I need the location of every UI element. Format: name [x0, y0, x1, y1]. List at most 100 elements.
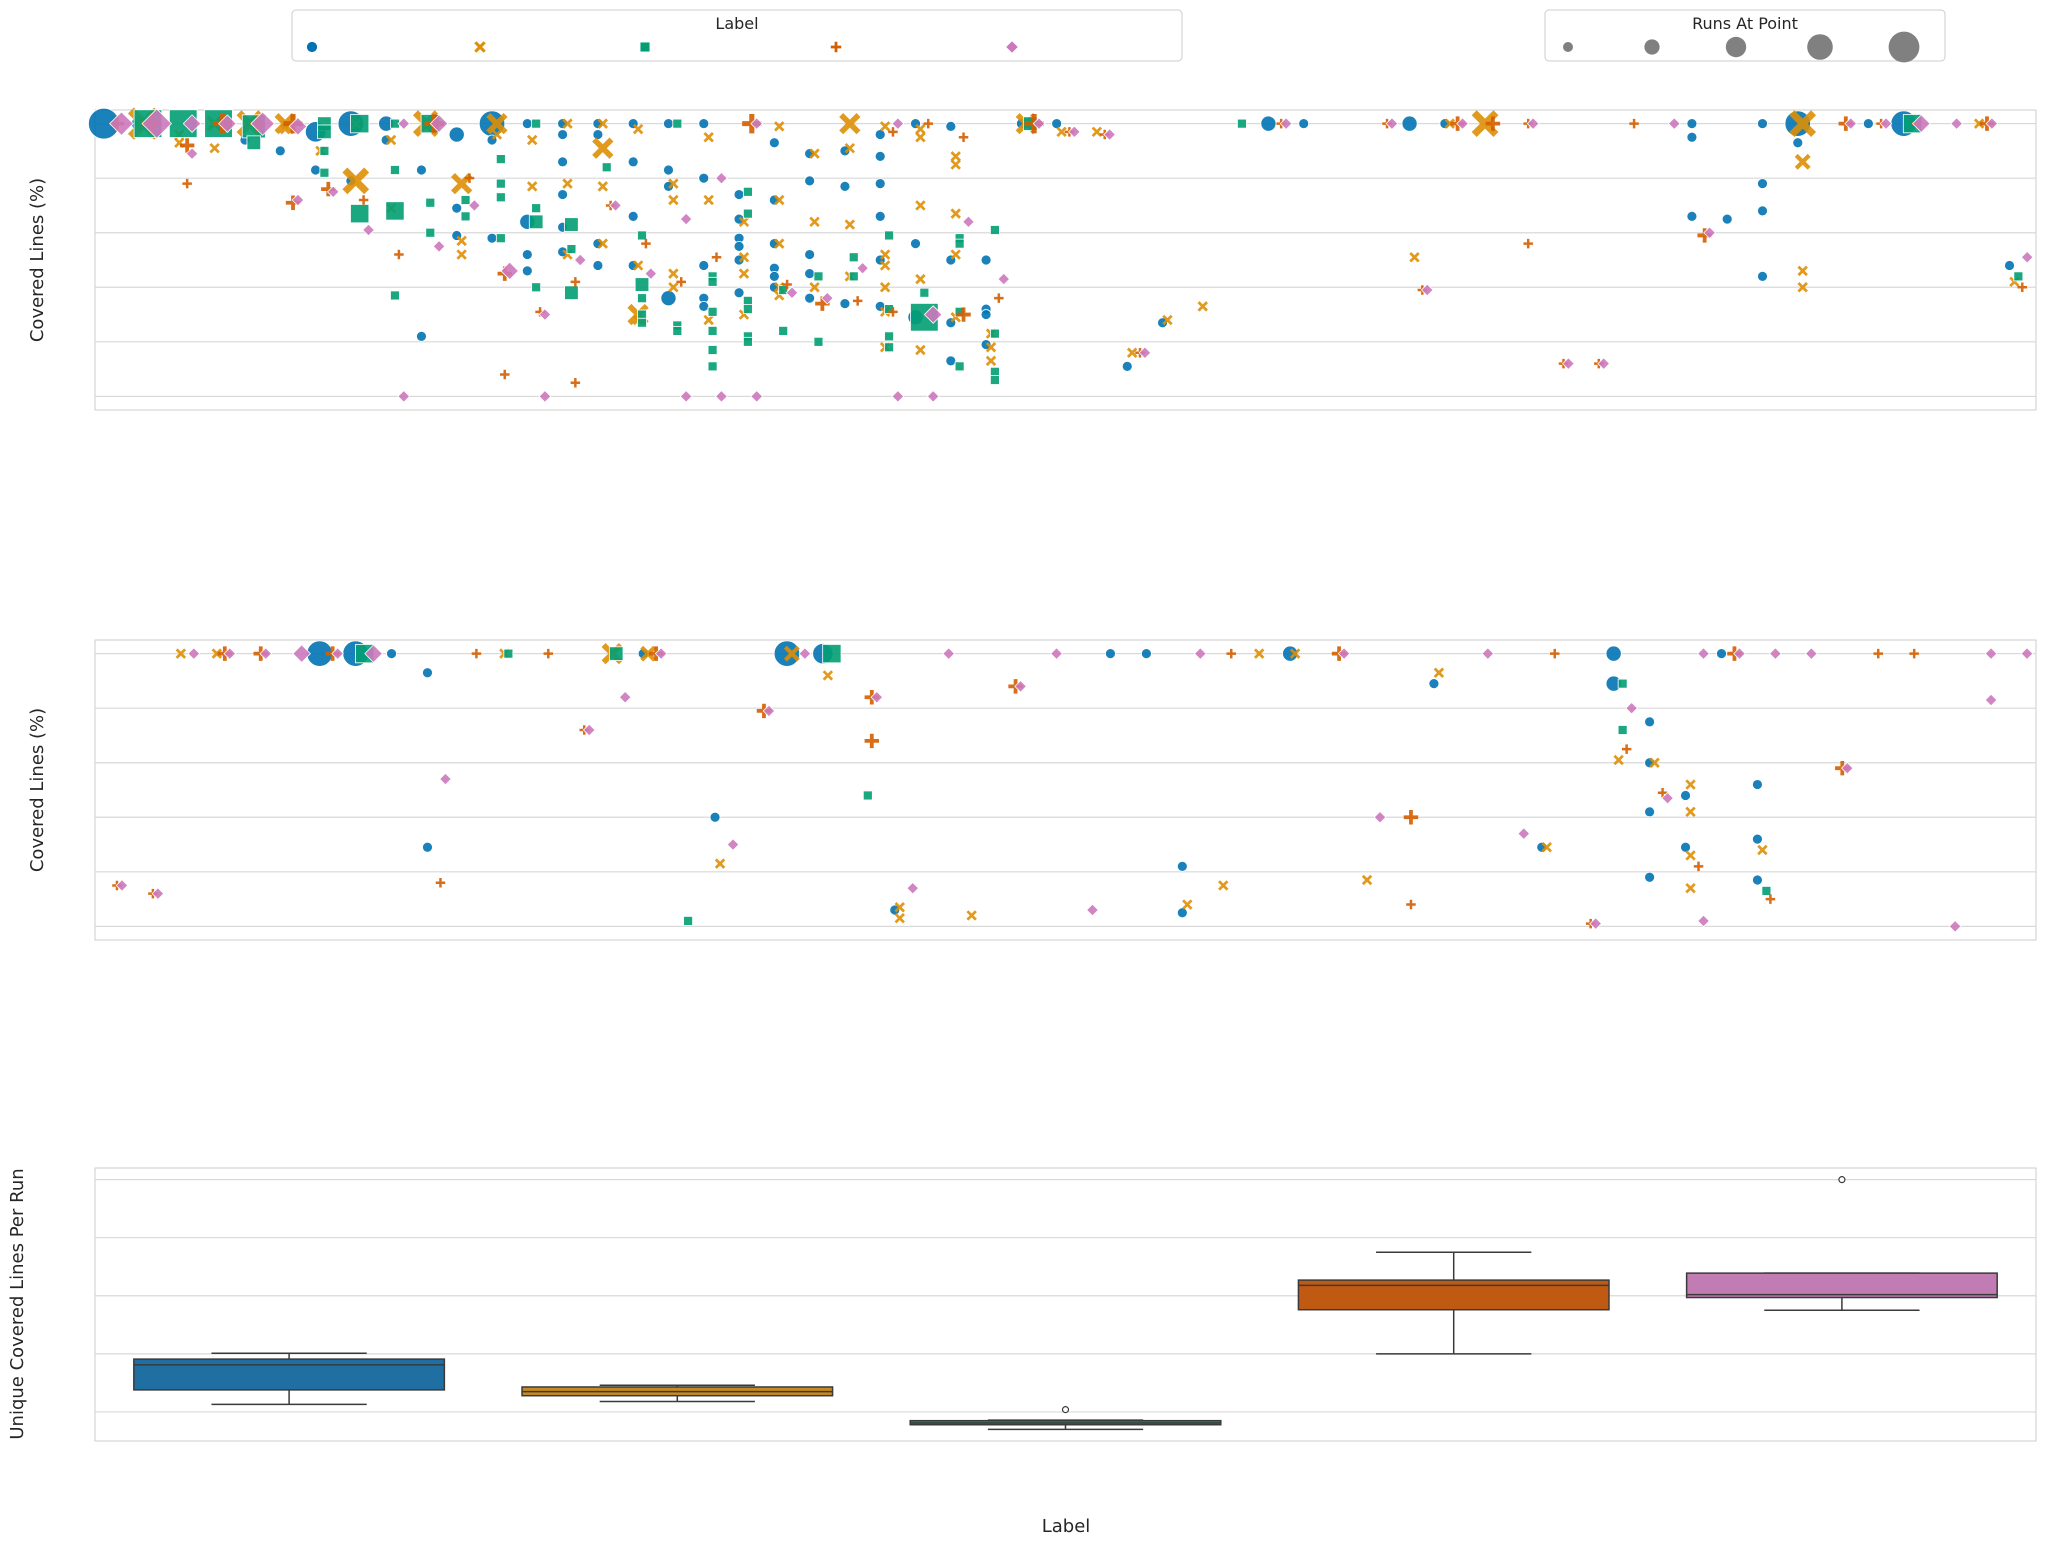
data-point: [500, 369, 510, 380]
data-point: [486, 112, 508, 135]
data-point: [175, 648, 187, 659]
legend-label-item: [474, 41, 486, 53]
data-point: [707, 345, 718, 355]
data-point: [1911, 114, 1931, 133]
data-point: [562, 118, 573, 129]
data-point: [1693, 861, 1704, 872]
panel-middle-frame: [94, 639, 2037, 941]
data-point: [1197, 301, 1208, 312]
data-point: [557, 156, 569, 168]
data-point: [915, 344, 926, 356]
data-point: [1644, 871, 1655, 883]
data-point: [115, 879, 129, 892]
box-gpt5.4-medium: [909, 1406, 1222, 1431]
data-point: [1950, 117, 1963, 130]
data-point: [1051, 118, 1063, 130]
data-point: [1032, 117, 1046, 130]
data-point: [663, 164, 674, 176]
data-point: [557, 129, 569, 140]
data-point: [915, 123, 926, 135]
data-point: [618, 690, 632, 704]
data-point: [698, 172, 710, 184]
data-point: [637, 293, 647, 304]
data-point: [919, 287, 930, 298]
panel-middle-y-label: Covered Lines (%): [27, 708, 48, 872]
data-point: [654, 647, 668, 660]
data-point: [1420, 283, 1434, 297]
data-point: [185, 147, 199, 160]
data-point: [891, 390, 905, 403]
data-point: [2017, 282, 2028, 293]
data-point: [1444, 118, 1456, 129]
data-point: [870, 690, 884, 704]
data-point: [1757, 844, 1768, 856]
legend-runs: Runs At Point: [1544, 9, 1946, 63]
data-point: [980, 254, 992, 266]
legend-runs-item: [1644, 39, 1660, 55]
data-point: [1629, 118, 1639, 129]
data-point: [1298, 118, 1310, 130]
data-point: [915, 273, 926, 285]
data-point: [1789, 110, 1817, 138]
data-point: [668, 178, 679, 189]
legend-label-marker: [306, 41, 318, 53]
data-point: [386, 648, 397, 660]
data-point: [804, 268, 816, 280]
data-point: [1862, 118, 1874, 130]
data-point: [742, 336, 753, 347]
data-point: [385, 134, 397, 146]
legend-runs-item: [1563, 42, 1573, 52]
legend-label-frame: [291, 9, 1183, 62]
legend-runs-item: [1807, 34, 1833, 60]
data-point: [592, 129, 604, 140]
data-point: [985, 355, 997, 367]
data-point: [1361, 874, 1373, 886]
data-point: [773, 640, 801, 667]
data-point: [742, 304, 753, 314]
data-point: [1909, 648, 1919, 659]
data-point: [1401, 115, 1418, 132]
data-point: [460, 195, 471, 205]
data-point: [813, 336, 824, 347]
data-point: [950, 151, 961, 162]
data-point: [223, 647, 237, 660]
data-point: [350, 114, 370, 134]
data-point: [416, 164, 427, 176]
data-point: [291, 193, 305, 207]
data-point: [1176, 907, 1188, 919]
data-point: [246, 135, 262, 150]
data-point: [632, 260, 644, 271]
data-point: [962, 215, 975, 229]
legend-label-item: [830, 41, 842, 53]
data-point: [209, 142, 220, 154]
data-point: [884, 342, 894, 353]
panel-bottom-y-label: Unique Covered Lines Per Run: [7, 1168, 28, 1439]
data-point: [495, 154, 506, 164]
data-point: [1406, 899, 1416, 910]
data-point: [562, 178, 573, 189]
data-point: [1428, 678, 1440, 690]
data-point: [672, 118, 683, 129]
data-point: [601, 162, 612, 173]
data-point: [1226, 648, 1236, 659]
data-point: [1562, 357, 1575, 370]
data-point: [1761, 886, 1772, 896]
data-point: [1157, 317, 1168, 329]
box-outlier: [1061, 1406, 1070, 1414]
legend-runs-marker: [1644, 39, 1660, 55]
data-point: [768, 137, 780, 149]
data-point: [640, 645, 657, 662]
data-point: [503, 648, 514, 659]
data-point: [985, 342, 997, 353]
legend-label-item: [1005, 40, 1019, 54]
data-point: [839, 145, 851, 157]
data-point: [1218, 880, 1229, 891]
data-point: [531, 203, 542, 214]
data-point: [1657, 787, 1668, 798]
data-point: [707, 306, 718, 317]
data-point: [839, 298, 851, 310]
legend-runs-title: Runs At Point: [1692, 14, 1798, 33]
data-point: [813, 271, 824, 282]
data-point: [1126, 347, 1138, 358]
data-point: [1279, 117, 1293, 130]
